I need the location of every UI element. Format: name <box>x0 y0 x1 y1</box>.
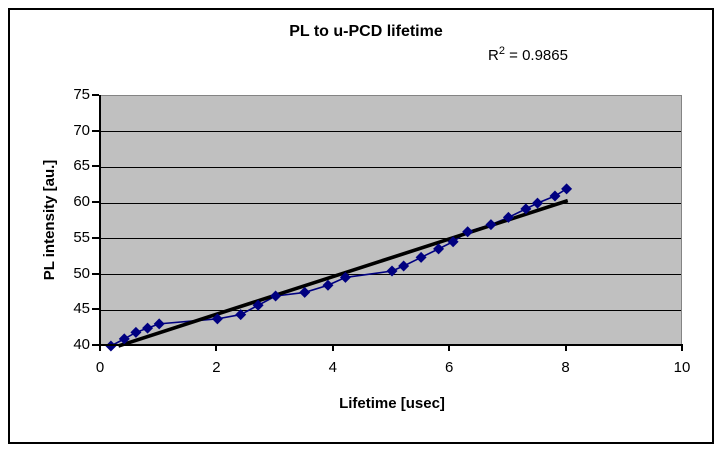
data-point-marker <box>502 211 514 223</box>
y-tick <box>92 236 99 239</box>
x-tick-label: 6 <box>445 359 454 376</box>
data-point-marker <box>386 265 398 277</box>
x-tick <box>331 345 334 351</box>
y-tick-label: 55 <box>73 228 90 246</box>
y-tick <box>92 344 99 346</box>
y-tick-label: 60 <box>73 193 90 211</box>
data-layer <box>105 183 573 352</box>
data-point-marker <box>433 243 445 255</box>
data-point-marker <box>153 318 165 330</box>
y-tick <box>92 308 99 311</box>
r2-value: = 0.9865 <box>504 47 568 64</box>
y-tick-label: 75 <box>73 86 90 103</box>
y-gridline <box>101 309 681 311</box>
y-axis-line <box>99 95 101 346</box>
y-tick <box>92 272 99 275</box>
x-axis-line <box>99 344 683 346</box>
r-squared-annotation: R2 = 0.9865 <box>488 45 568 65</box>
data-point-marker <box>549 190 561 202</box>
chart-border-frame: PL to u-PCD lifetime R2 = 0.9865 PL inte… <box>8 8 714 444</box>
plot-area <box>100 95 682 352</box>
y-gridline <box>101 202 681 204</box>
data-point-marker <box>532 197 543 209</box>
data-point-marker <box>398 260 410 272</box>
x-tick-label: 0 <box>95 359 105 376</box>
data-point-marker <box>270 290 282 302</box>
data-point-marker <box>561 183 573 195</box>
data-point-marker <box>520 203 532 215</box>
x-tick-label: 8 <box>561 359 570 376</box>
y-tick-label: 50 <box>73 264 90 282</box>
data-point-marker <box>299 286 311 298</box>
r2-superscript: 2 <box>498 45 505 57</box>
trendline <box>117 198 569 348</box>
data-point-marker <box>339 271 351 283</box>
data-point-marker <box>130 326 142 338</box>
data-point-marker <box>211 313 223 325</box>
r2-prefix: R <box>488 47 499 64</box>
y-tick <box>92 201 99 204</box>
data-point-marker <box>235 309 247 321</box>
y-tick <box>92 165 99 168</box>
y-tick <box>92 129 99 132</box>
x-tick <box>215 345 218 351</box>
y-tick-label: 70 <box>73 121 90 139</box>
x-tick <box>448 345 451 351</box>
data-series-line <box>110 188 568 347</box>
data-point-marker <box>485 219 497 231</box>
y-tick-label: 40 <box>73 336 90 353</box>
y-gridline <box>101 166 681 168</box>
data-point-marker <box>252 299 264 311</box>
data-point-marker <box>462 226 474 238</box>
x-tick <box>681 345 683 351</box>
data-point-marker <box>447 236 459 248</box>
data-point-marker <box>105 340 117 352</box>
data-point-marker <box>118 333 130 345</box>
y-gridline <box>101 238 681 240</box>
x-tick <box>564 345 567 351</box>
x-tick-label: 4 <box>328 359 337 376</box>
data-point-marker <box>322 279 334 291</box>
y-tick-label: 65 <box>73 157 90 175</box>
y-tick-label: 45 <box>73 300 90 318</box>
data-point-marker <box>415 251 427 263</box>
y-gridline <box>101 131 681 133</box>
y-tick <box>92 94 99 96</box>
chart-title: PL to u-PCD lifetime <box>289 23 443 40</box>
x-tick <box>99 345 101 351</box>
x-tick-label: 10 <box>673 359 691 376</box>
x-axis-title: Lifetime [usec] <box>339 395 445 412</box>
data-point-marker <box>142 322 154 334</box>
x-tick-label: 2 <box>212 359 221 376</box>
